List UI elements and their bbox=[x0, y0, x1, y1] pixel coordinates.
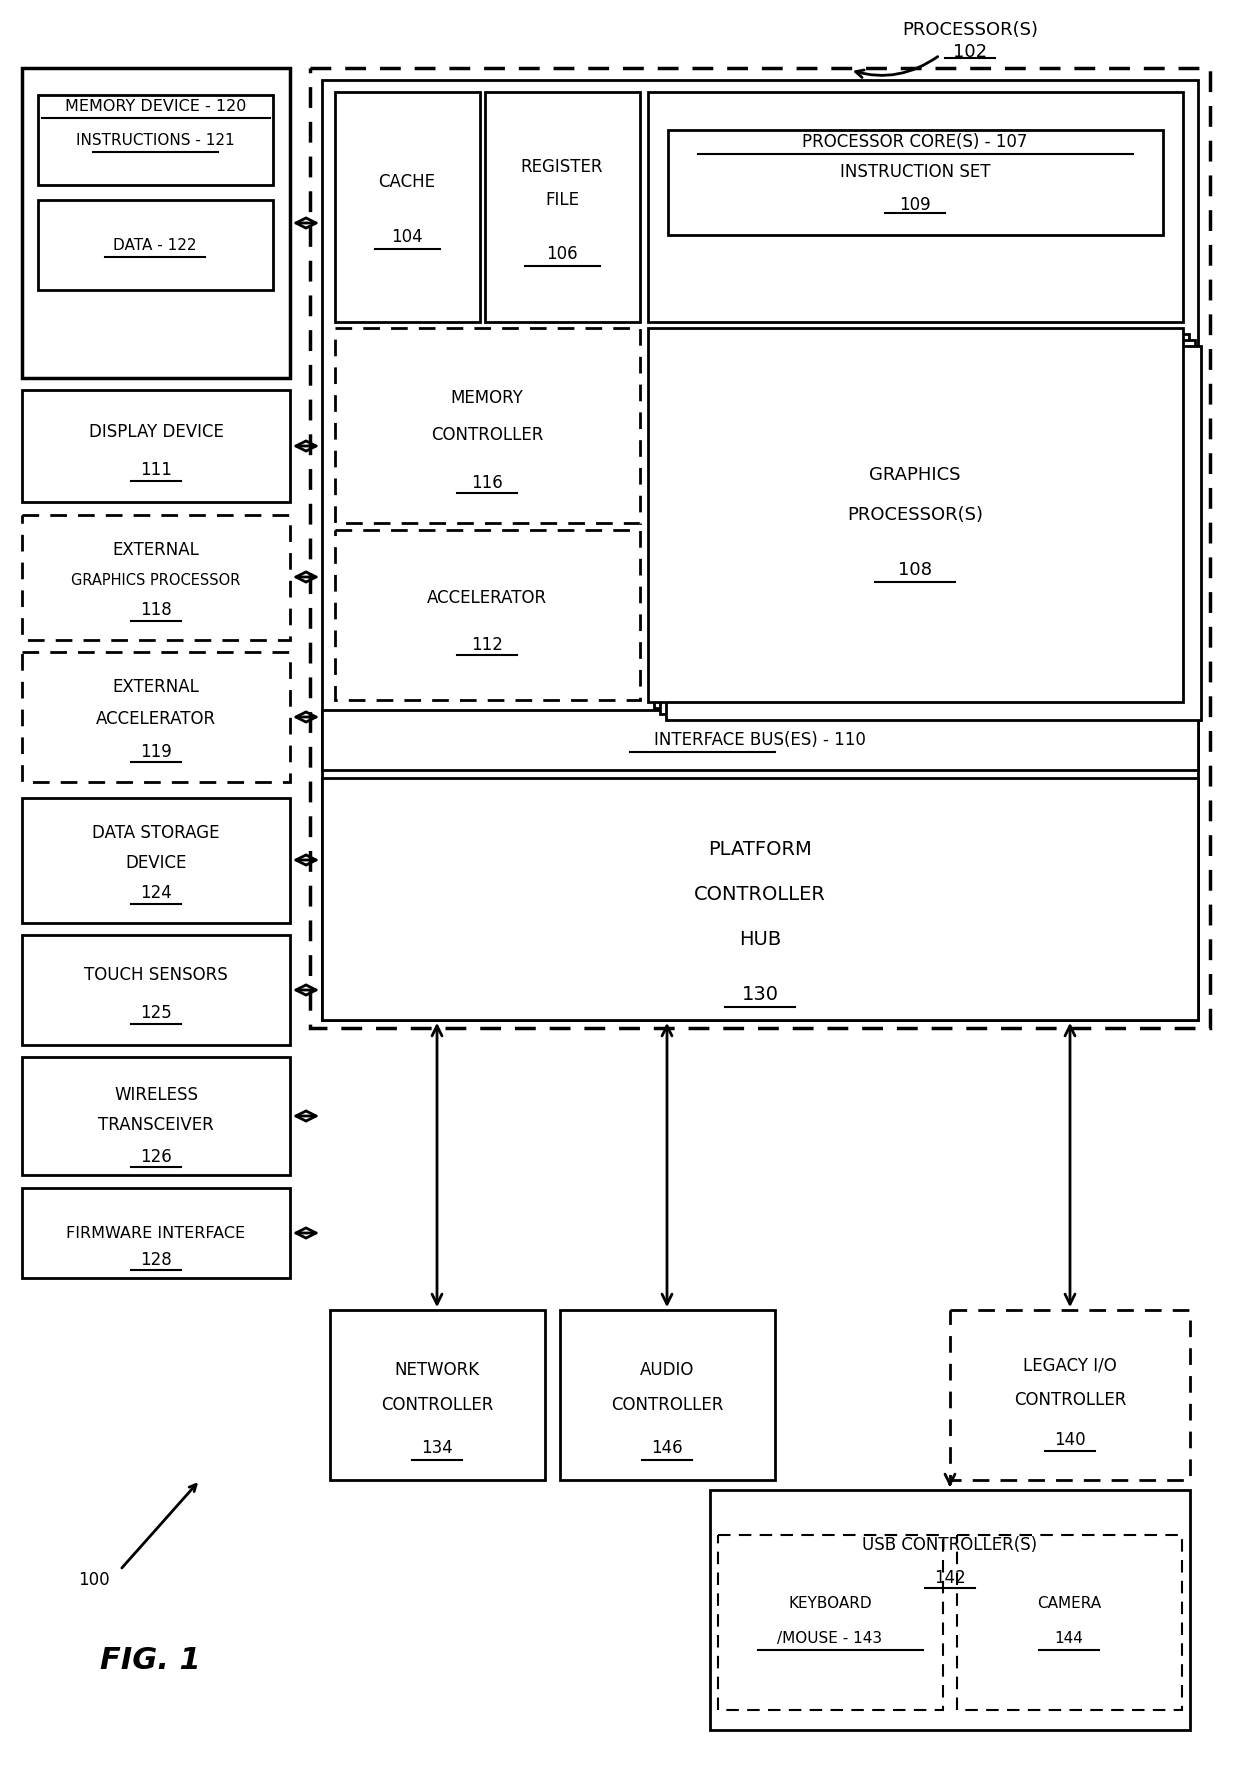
Text: CONTROLLER: CONTROLLER bbox=[611, 1396, 723, 1414]
Text: NETWORK: NETWORK bbox=[394, 1360, 480, 1380]
Text: 142: 142 bbox=[934, 1568, 966, 1588]
Text: DEVICE: DEVICE bbox=[125, 853, 187, 871]
Text: CONTROLLER: CONTROLLER bbox=[694, 884, 826, 903]
Text: ACCELERATOR: ACCELERATOR bbox=[95, 709, 216, 727]
Text: EXTERNAL: EXTERNAL bbox=[113, 541, 200, 558]
Text: 116: 116 bbox=[471, 475, 503, 493]
Bar bbox=[330, 1310, 546, 1479]
Bar bbox=[718, 1534, 942, 1710]
Text: EXTERNAL: EXTERNAL bbox=[113, 677, 200, 695]
Bar bbox=[335, 327, 640, 523]
Bar bbox=[310, 68, 1210, 1028]
Text: REGISTER: REGISTER bbox=[521, 158, 603, 176]
Bar bbox=[38, 199, 273, 290]
Text: 130: 130 bbox=[742, 985, 779, 1003]
Text: 112: 112 bbox=[471, 637, 503, 654]
Bar bbox=[335, 530, 640, 701]
Bar bbox=[322, 779, 1198, 1021]
Text: 100: 100 bbox=[78, 1572, 109, 1590]
Text: MEMORY DEVICE - 120: MEMORY DEVICE - 120 bbox=[66, 98, 247, 114]
Text: TRANSCEIVER: TRANSCEIVER bbox=[98, 1117, 213, 1134]
Text: CONTROLLER: CONTROLLER bbox=[381, 1396, 494, 1414]
Bar bbox=[22, 798, 290, 923]
Text: TOUCH SENSORS: TOUCH SENSORS bbox=[84, 965, 228, 983]
Text: WIRELESS: WIRELESS bbox=[114, 1086, 198, 1104]
Text: INSTRUCTION SET: INSTRUCTION SET bbox=[839, 164, 991, 181]
Bar bbox=[668, 130, 1163, 235]
Text: 102: 102 bbox=[952, 43, 987, 60]
Text: 119: 119 bbox=[140, 743, 172, 761]
Text: MEMORY: MEMORY bbox=[450, 389, 523, 407]
Text: CAMERA: CAMERA bbox=[1037, 1595, 1101, 1611]
Text: CONTROLLER: CONTROLLER bbox=[1014, 1390, 1126, 1408]
Bar bbox=[38, 94, 273, 185]
Text: 124: 124 bbox=[140, 884, 172, 901]
Text: 140: 140 bbox=[1054, 1431, 1086, 1449]
Text: PROCESSOR(S): PROCESSOR(S) bbox=[901, 21, 1038, 39]
Bar bbox=[22, 1056, 290, 1175]
Bar bbox=[22, 68, 290, 379]
Text: 108: 108 bbox=[898, 562, 932, 580]
Text: FIRMWARE INTERFACE: FIRMWARE INTERFACE bbox=[67, 1225, 246, 1241]
Bar bbox=[560, 1310, 775, 1479]
Text: DATA STORAGE: DATA STORAGE bbox=[92, 823, 219, 843]
Text: AUDIO: AUDIO bbox=[640, 1360, 694, 1380]
Text: 109: 109 bbox=[899, 196, 931, 213]
Text: 134: 134 bbox=[422, 1438, 453, 1456]
Bar bbox=[322, 80, 1198, 1021]
Text: INTERFACE BUS(ES) - 110: INTERFACE BUS(ES) - 110 bbox=[653, 731, 866, 749]
Text: FILE: FILE bbox=[546, 190, 579, 210]
Text: 104: 104 bbox=[391, 228, 423, 245]
Bar bbox=[649, 92, 1183, 322]
Bar bbox=[335, 92, 480, 322]
Bar bbox=[666, 347, 1202, 720]
Text: 126: 126 bbox=[140, 1149, 172, 1166]
Bar bbox=[22, 935, 290, 1045]
Bar bbox=[22, 1188, 290, 1278]
Text: ACCELERATOR: ACCELERATOR bbox=[427, 589, 547, 606]
Bar bbox=[22, 516, 290, 640]
Text: CACHE: CACHE bbox=[378, 172, 435, 190]
Bar bbox=[22, 389, 290, 501]
Text: 128: 128 bbox=[140, 1252, 172, 1269]
Text: HUB: HUB bbox=[739, 930, 781, 948]
Text: CONTROLLER: CONTROLLER bbox=[430, 427, 543, 444]
Bar bbox=[957, 1534, 1182, 1710]
Text: 118: 118 bbox=[140, 601, 172, 619]
Text: USB CONTROLLER(S): USB CONTROLLER(S) bbox=[863, 1536, 1038, 1554]
Text: PLATFORM: PLATFORM bbox=[708, 839, 812, 859]
Text: DATA - 122: DATA - 122 bbox=[113, 238, 197, 252]
Text: GRAPHICS PROCESSOR: GRAPHICS PROCESSOR bbox=[72, 573, 241, 587]
Bar bbox=[660, 340, 1195, 715]
Text: LEGACY I/O: LEGACY I/O bbox=[1023, 1357, 1117, 1374]
Text: 106: 106 bbox=[546, 245, 578, 263]
Text: /MOUSE - 143: /MOUSE - 143 bbox=[777, 1630, 883, 1645]
Text: 146: 146 bbox=[651, 1438, 683, 1456]
Bar bbox=[22, 653, 290, 782]
Text: 111: 111 bbox=[140, 461, 172, 478]
Text: 125: 125 bbox=[140, 1005, 172, 1022]
Text: PROCESSOR CORE(S) - 107: PROCESSOR CORE(S) - 107 bbox=[802, 133, 1028, 151]
Text: FIG. 1: FIG. 1 bbox=[100, 1645, 201, 1675]
Bar bbox=[711, 1490, 1190, 1730]
Bar bbox=[653, 334, 1189, 708]
Text: PROCESSOR(S): PROCESSOR(S) bbox=[847, 507, 983, 525]
Bar bbox=[322, 709, 1198, 770]
Bar bbox=[485, 92, 640, 322]
Text: GRAPHICS: GRAPHICS bbox=[869, 466, 961, 484]
Text: 144: 144 bbox=[1054, 1630, 1084, 1645]
Text: KEYBOARD: KEYBOARD bbox=[789, 1595, 872, 1611]
Bar bbox=[649, 327, 1183, 702]
Text: INSTRUCTIONS - 121: INSTRUCTIONS - 121 bbox=[76, 133, 234, 148]
Bar bbox=[950, 1310, 1190, 1479]
Text: DISPLAY DEVICE: DISPLAY DEVICE bbox=[88, 423, 223, 441]
